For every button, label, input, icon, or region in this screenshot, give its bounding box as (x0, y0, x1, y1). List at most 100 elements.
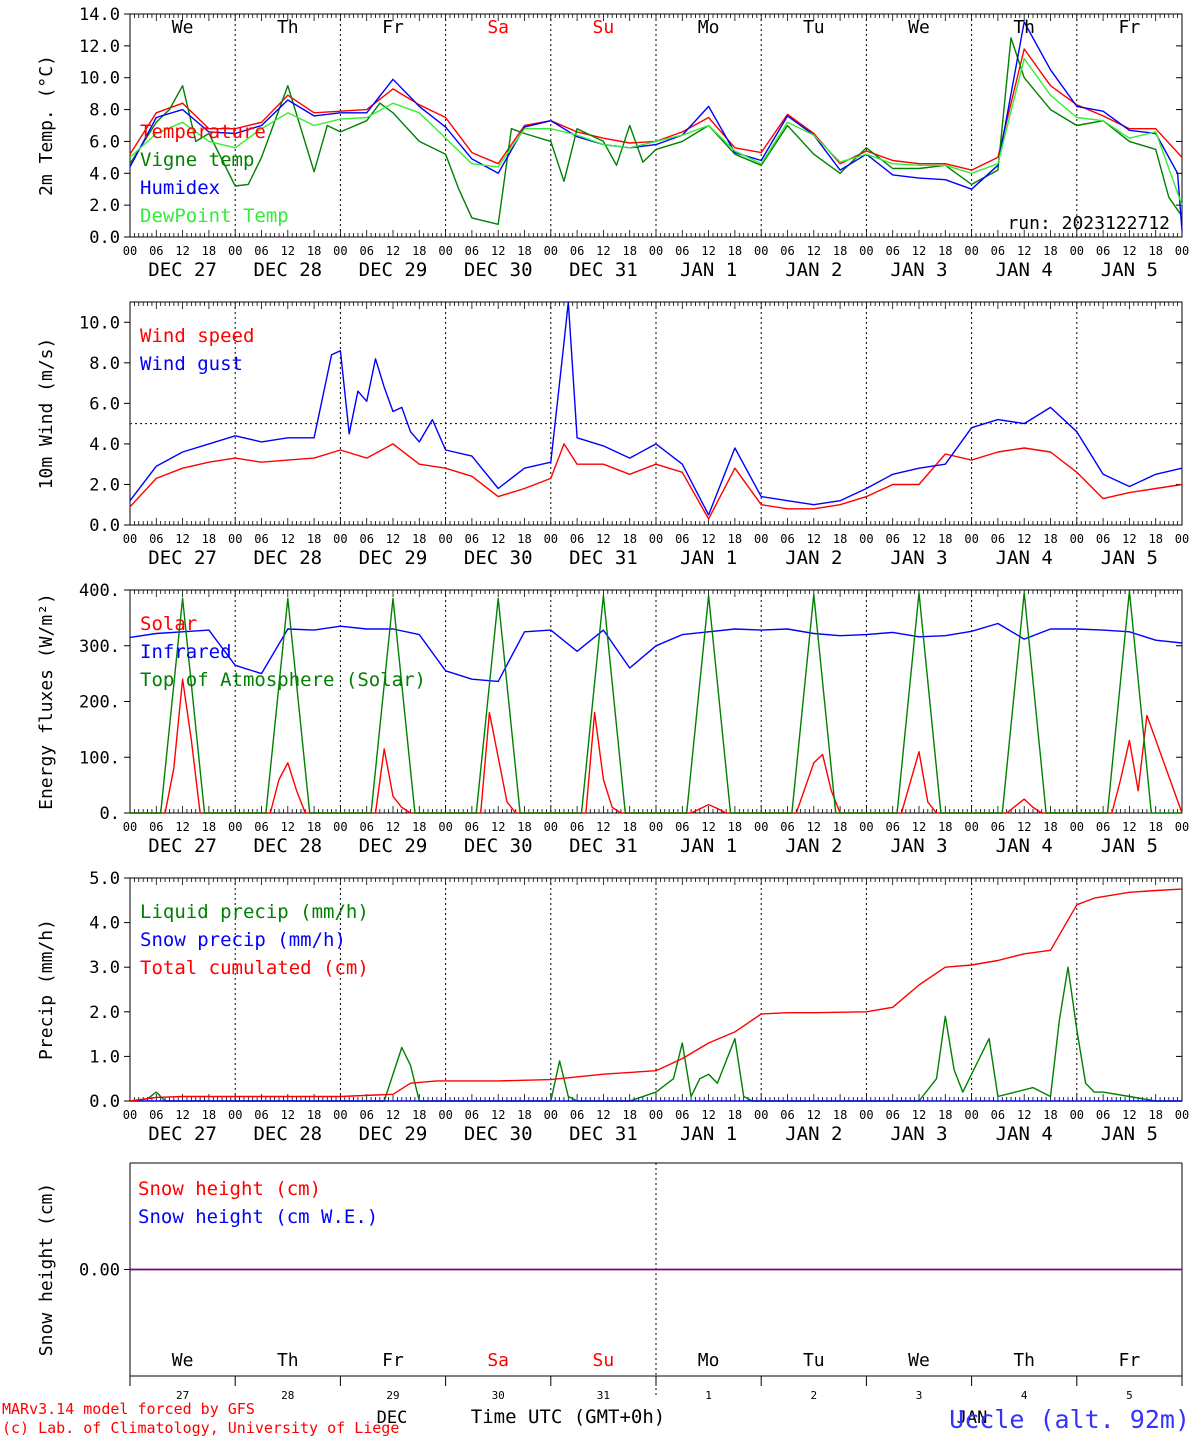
panel-3: 00 06 12 18 00 06 12 18 00 06 12 18 00 06 12 18 00 06 12 18… (36, 581, 1189, 857)
hour-label: 12 (386, 1108, 400, 1122)
hour-label: 00 (1070, 244, 1084, 258)
day-number: 27 (176, 1389, 189, 1402)
hour-label: 18 (1043, 1108, 1057, 1122)
date-label: DEC 28 (253, 547, 322, 569)
run-annotation: run: 2023122712 (1007, 213, 1170, 234)
date-label: DEC 28 (253, 259, 322, 281)
hour-label: 18 (517, 1108, 531, 1122)
hour-label: 18 (1043, 820, 1057, 834)
date-label: JAN 2 (785, 835, 842, 857)
hour-label: 06 (359, 532, 373, 546)
panel-1: 00 06 12 18 00 06 12 18 00 06 12 18 00 06 12 18 00 06 12 18… (36, 5, 1189, 281)
hour-label: 06 (1096, 532, 1110, 546)
legend-entry: Vigne temp (140, 149, 254, 171)
date-label: DEC 31 (569, 1123, 638, 1145)
legend-entry: Top of Atmosphere (Solar) (140, 669, 426, 691)
hour-label: 00 (228, 820, 242, 834)
hour-label: 00 (964, 244, 978, 258)
day-number: 30 (492, 1389, 505, 1402)
hour-label: 18 (412, 820, 426, 834)
y-axis-label: Energy fluxes (W/m²) (36, 593, 57, 810)
date-label: JAN 3 (890, 1123, 947, 1145)
hour-label: 00 (544, 532, 558, 546)
date-label: DEC 31 (569, 835, 638, 857)
y-axis-label: 10m Wind (m/s) (36, 338, 57, 490)
weekday-label: Sa (487, 1350, 509, 1371)
weekday-label: Fr (1119, 17, 1141, 38)
hour-label: 18 (307, 532, 321, 546)
hour-label: 06 (254, 1108, 268, 1122)
date-label: JAN 1 (680, 547, 737, 569)
weekday-label: Th (1013, 17, 1035, 38)
hour-label: 12 (596, 1108, 610, 1122)
hour-label: 12 (1017, 820, 1031, 834)
hour-label: 00 (544, 244, 558, 258)
hour-label: 12 (1017, 1108, 1031, 1122)
hour-label: 00 (1070, 820, 1084, 834)
hour-label: 06 (675, 1108, 689, 1122)
hour-label: 00 (123, 1108, 137, 1122)
hour-label: 18 (833, 244, 847, 258)
hour-label: 06 (359, 820, 373, 834)
hour-label: 18 (202, 532, 216, 546)
weekday-label: Su (593, 17, 615, 38)
date-label: DEC 29 (359, 259, 428, 281)
weekday-label: Fr (382, 17, 404, 38)
date-label: JAN 3 (890, 547, 947, 569)
hour-label: 00 (649, 1108, 663, 1122)
legend-entry: Snow precip (mm/h) (140, 929, 346, 951)
hour-label: 18 (938, 1108, 952, 1122)
weekday-label: Th (277, 17, 299, 38)
hour-label: 00 (544, 820, 558, 834)
hour-label: 00 (754, 244, 768, 258)
hour-label: 06 (780, 820, 794, 834)
hour-label: 18 (938, 820, 952, 834)
hour-label: 06 (991, 244, 1005, 258)
hour-label: 00 (333, 244, 347, 258)
legend-entry: Liquid precip (mm/h) (140, 901, 369, 923)
series-line-humidex (129, 21, 1183, 231)
date-label: JAN 5 (1101, 1123, 1158, 1145)
y-tick-label: 3.0 (89, 958, 120, 978)
hour-label: 12 (701, 820, 715, 834)
month-dec-label: DEC (377, 1408, 408, 1428)
date-label: DEC 31 (569, 259, 638, 281)
date-label: JAN 1 (680, 835, 737, 857)
hour-label: 06 (570, 820, 584, 834)
hour-label: 18 (307, 244, 321, 258)
y-tick-label: 5.0 (89, 869, 120, 889)
hour-label: 18 (202, 244, 216, 258)
date-label: JAN 2 (785, 547, 842, 569)
legend-entry: Solar (140, 613, 197, 635)
y-tick-label: 4.0 (89, 914, 120, 934)
hour-label: 00 (649, 820, 663, 834)
legend-entry: Snow height (cm) (138, 1178, 321, 1200)
hour-label: 12 (807, 820, 821, 834)
hour-label: 12 (175, 820, 189, 834)
hour-label: 06 (1096, 244, 1110, 258)
hour-label: 12 (491, 244, 505, 258)
hour-label: 00 (964, 820, 978, 834)
hour-label: 06 (991, 820, 1005, 834)
y-tick-label: 10.0 (79, 313, 120, 333)
hour-label: 18 (938, 532, 952, 546)
day-number: 1 (705, 1389, 712, 1402)
hour-label: 12 (175, 244, 189, 258)
weekday-label: We (908, 17, 930, 38)
hour-label: 06 (675, 244, 689, 258)
y-tick-label: 14.0 (79, 5, 120, 25)
y-tick-label: 8.0 (89, 101, 120, 121)
hour-label: 12 (1017, 532, 1031, 546)
day-number: 29 (386, 1389, 399, 1402)
hour-label: 12 (912, 532, 926, 546)
y-tick-label: 1.0 (89, 1047, 120, 1067)
date-label: DEC 29 (359, 835, 428, 857)
hour-label: 00 (1070, 1108, 1084, 1122)
weekday-label: Fr (382, 1350, 404, 1371)
hour-label: 18 (833, 532, 847, 546)
y-tick-label: 8.0 (89, 354, 120, 374)
date-label: JAN 2 (785, 259, 842, 281)
hour-label: 18 (622, 1108, 636, 1122)
hour-label: 06 (149, 532, 163, 546)
